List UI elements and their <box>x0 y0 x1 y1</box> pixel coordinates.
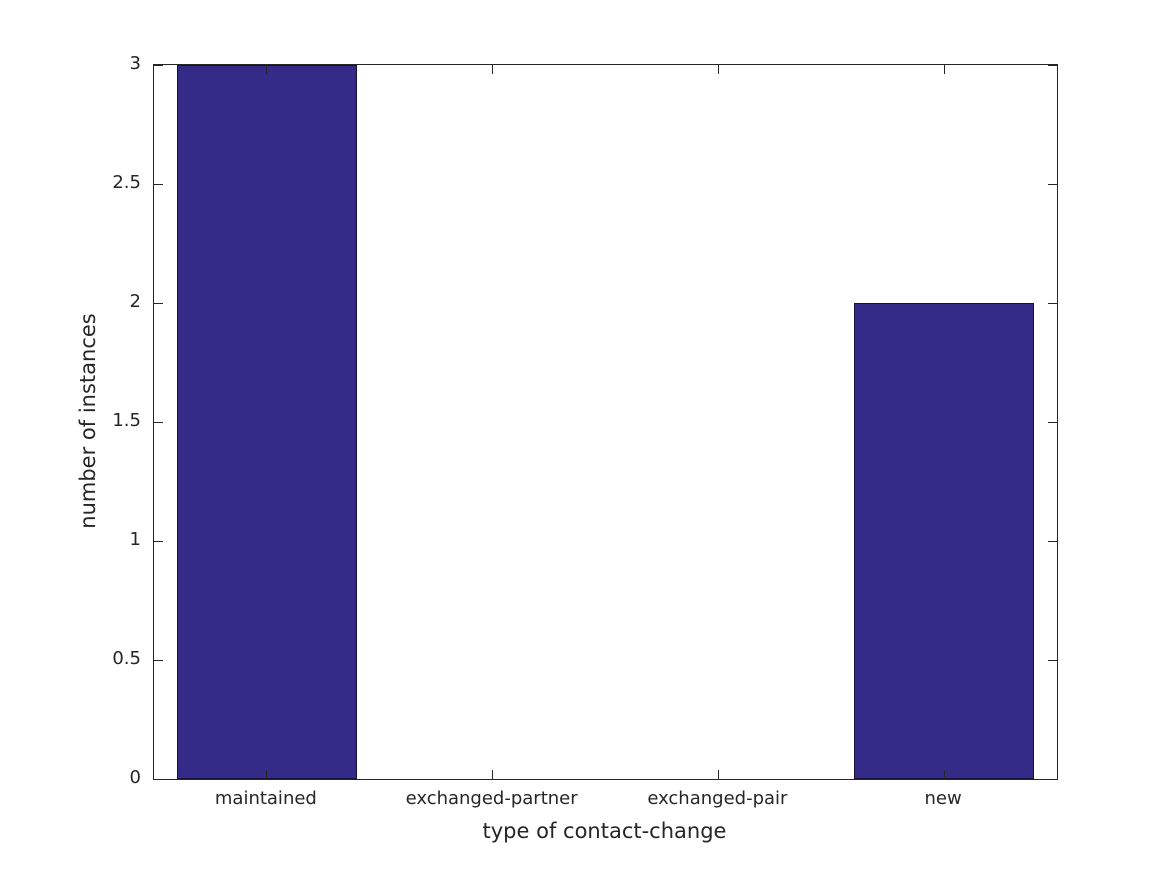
x-tick <box>492 65 494 74</box>
y-tick <box>154 64 163 66</box>
y-tick <box>154 659 163 661</box>
y-tick-label: 1.5 <box>112 410 141 431</box>
y-tick-label: 2.5 <box>112 172 141 193</box>
x-tick-label: new <box>924 788 962 809</box>
x-tick <box>943 65 945 74</box>
y-tick <box>1048 540 1057 542</box>
y-tick <box>154 421 163 423</box>
x-tick <box>266 65 268 74</box>
x-tick <box>717 65 719 74</box>
x-axis-label: type of contact-change <box>482 819 727 843</box>
x-tick <box>943 770 945 779</box>
x-tick <box>717 770 719 779</box>
y-tick <box>1048 64 1057 66</box>
y-tick-label: 3 <box>129 53 141 74</box>
y-tick-label: 0 <box>129 767 141 788</box>
y-tick <box>154 183 163 185</box>
y-tick-label: 2 <box>129 291 141 312</box>
y-tick-label: 0.5 <box>112 648 141 669</box>
y-tick <box>1048 659 1057 661</box>
y-tick <box>154 540 163 542</box>
y-tick <box>1048 302 1057 304</box>
y-tick-label: 1 <box>129 529 141 550</box>
plot-area <box>153 64 1058 780</box>
y-tick <box>1048 778 1057 780</box>
x-tick-label: maintained <box>214 788 317 809</box>
y-tick <box>154 302 163 304</box>
bar-new <box>853 303 1035 779</box>
y-tick <box>1048 183 1057 185</box>
y-tick <box>154 778 163 780</box>
y-tick <box>1048 421 1057 423</box>
x-tick-label: exchanged-pair <box>647 788 788 809</box>
x-tick <box>266 770 268 779</box>
x-tick <box>492 770 494 779</box>
bar-maintained <box>176 65 358 779</box>
x-tick-label: exchanged-partner <box>405 788 578 809</box>
